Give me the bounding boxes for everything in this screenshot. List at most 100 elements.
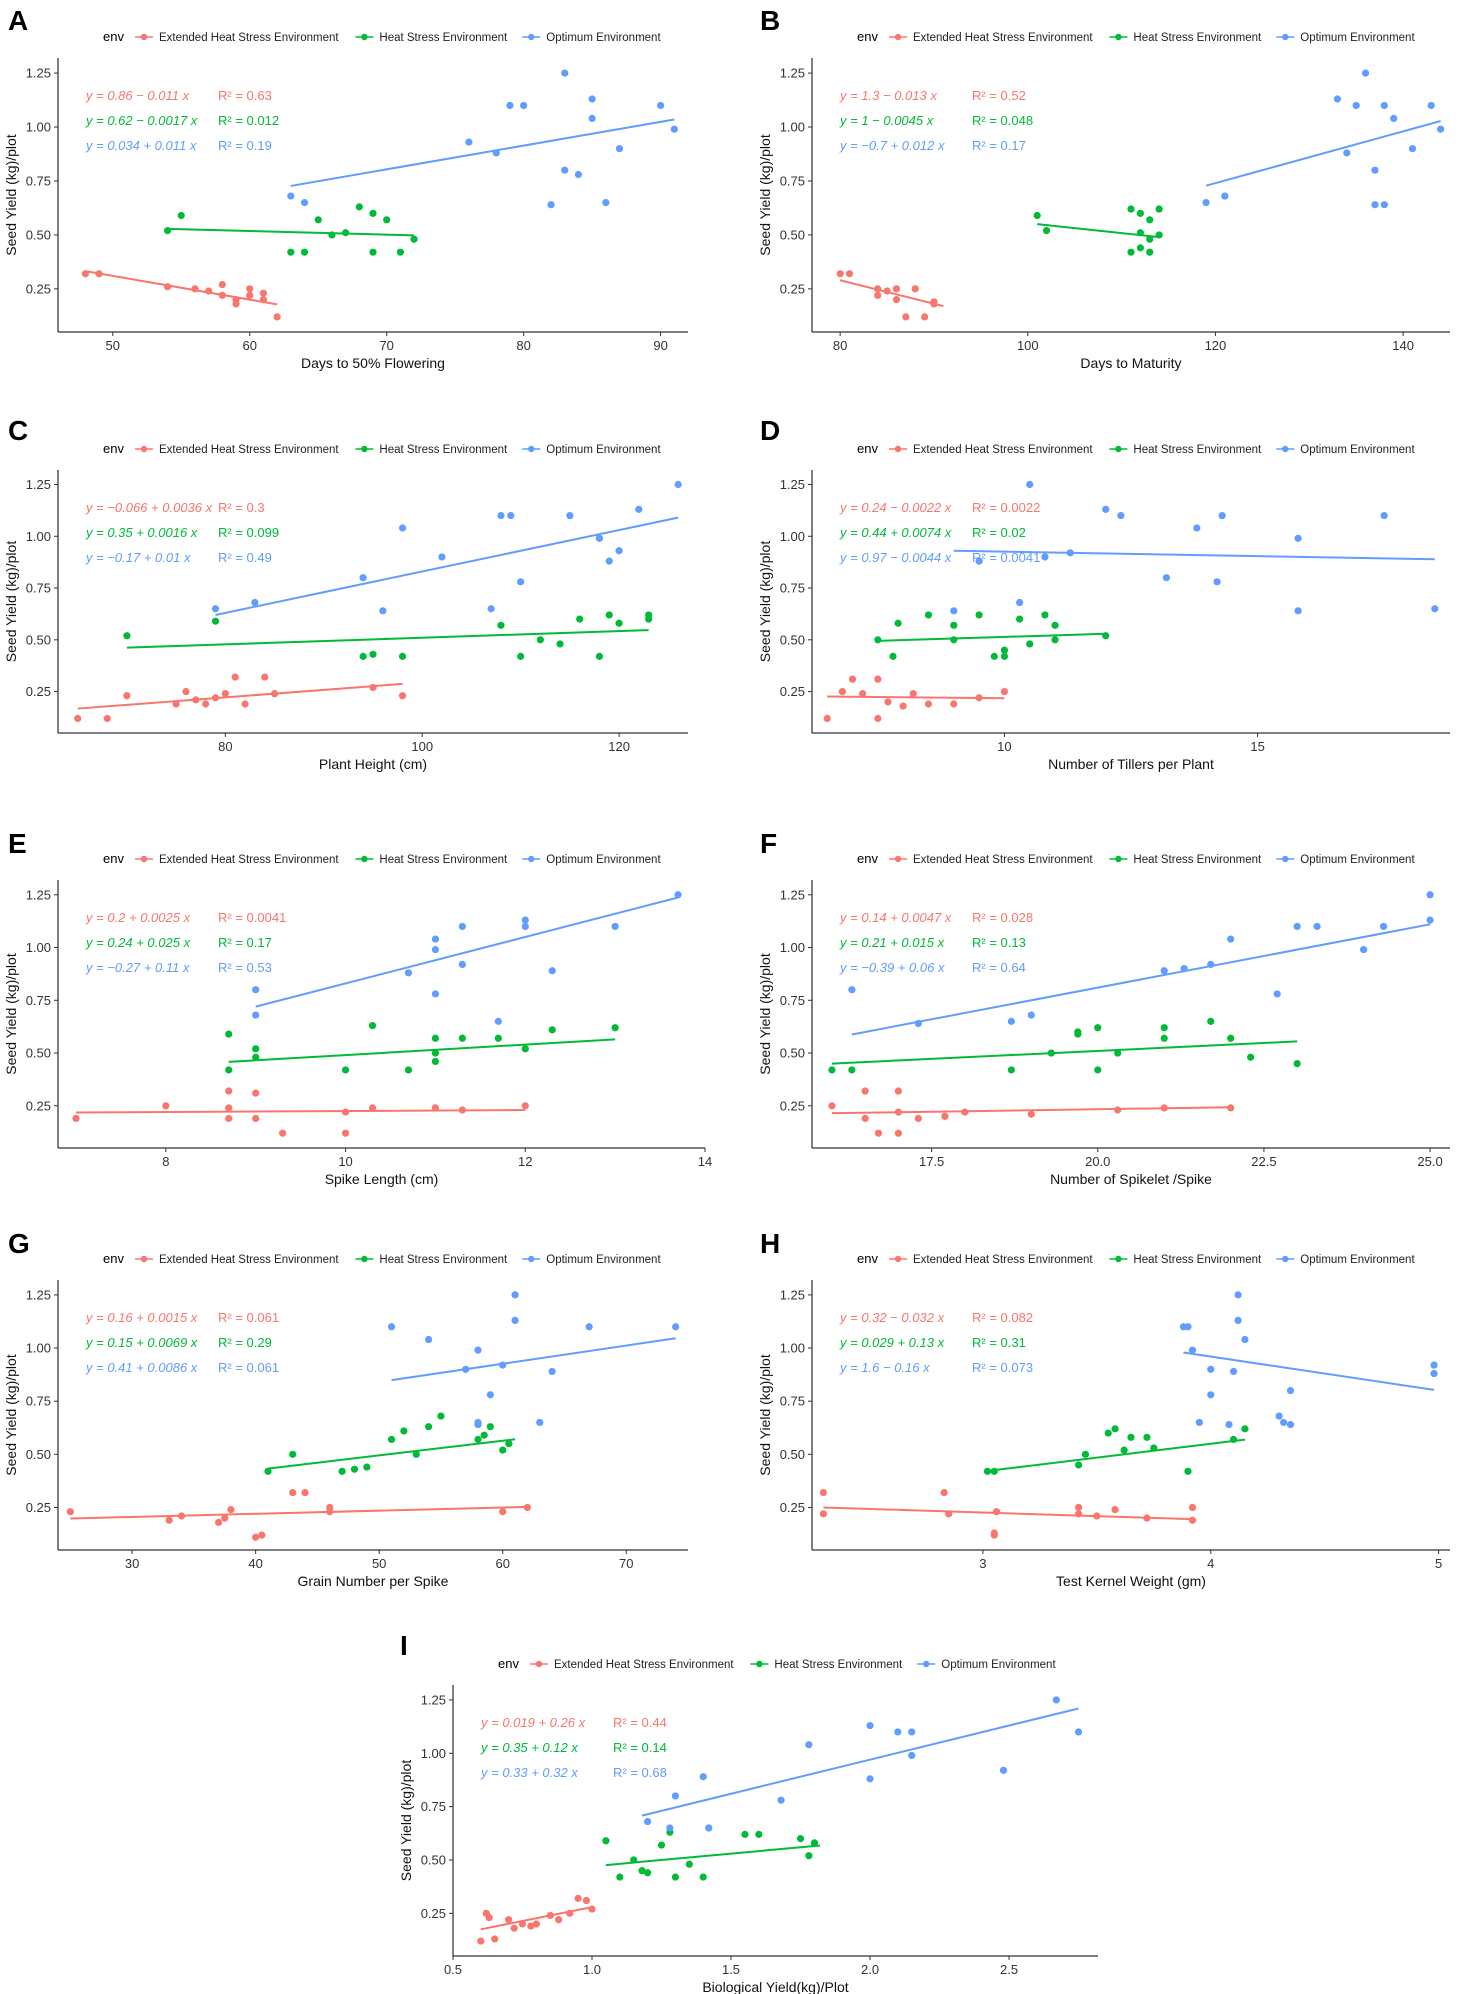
data-point [211, 694, 220, 702]
data-point [1143, 1514, 1151, 1522]
data-point [755, 1830, 763, 1838]
y-tick-label: 0.50 [26, 1046, 51, 1061]
legend-key-point [528, 33, 535, 41]
series-optimum-environment: y = 0.33 + 0.32 x R² = 0.68 [480, 1696, 1083, 1832]
y-tick-label: 0.50 [26, 1447, 51, 1462]
data-point [523, 1503, 532, 1512]
legend-title: env [103, 29, 124, 44]
y-axis-label: Seed Yield (kg)/plot [757, 541, 773, 663]
data-point [874, 285, 882, 293]
y-axis-label: Seed Yield (kg)/plot [3, 953, 19, 1075]
data-point [1051, 621, 1059, 629]
data-point [510, 1924, 518, 1932]
data-point [892, 296, 901, 304]
data-point [657, 1841, 666, 1849]
data-point [914, 1019, 922, 1028]
data-point [214, 1518, 223, 1526]
data-point [225, 1087, 233, 1095]
data-point [874, 675, 882, 683]
regression-line [391, 1337, 676, 1382]
x-axis-label: Days to 50% Flowering [301, 355, 445, 371]
data-point [338, 1467, 346, 1475]
data-point [536, 636, 544, 644]
regression-equation: y = 0.35 + 0.12 x [480, 1740, 578, 1755]
data-point [458, 1034, 466, 1042]
legend-key-point [894, 855, 902, 863]
y-tick-label: 1.25 [26, 887, 51, 902]
data-point [1241, 1425, 1249, 1433]
legend: env Extended Heat Stress Environment Heat … [857, 441, 1415, 456]
data-point [699, 1773, 707, 1781]
x-tick-label: 22.5 [1251, 1154, 1276, 1169]
series-optimum-environment: y = −0.39 + 0.06 x R² = 0.64 [839, 891, 1434, 1036]
legend-key-point [140, 1255, 148, 1263]
data-point [777, 1796, 785, 1804]
regression-equation: y = −0.7 + 0.012 x [839, 138, 945, 153]
data-point [1093, 1512, 1101, 1520]
x-tick-label: 12 [518, 1154, 532, 1169]
data-point [828, 1066, 836, 1074]
data-point [202, 700, 210, 708]
r-squared: R² = 0.0041 [972, 550, 1040, 565]
data-point [605, 611, 613, 619]
data-point [924, 700, 933, 708]
r-squared: R² = 0.099 [218, 525, 279, 540]
data-point [950, 636, 958, 644]
x-tick-label: 1.0 [583, 1962, 601, 1977]
x-axis-label: Number of Spikelet /Spike [1050, 1171, 1212, 1187]
regression-equation: y = 0.41 + 0.0086 x [85, 1360, 198, 1375]
data-point [1207, 1017, 1215, 1025]
data-point [1160, 967, 1168, 975]
legend-key-point [756, 1660, 763, 1668]
legend-key-point [361, 33, 368, 41]
data-point [74, 714, 82, 723]
x-tick-label: 80 [516, 338, 530, 353]
data-point [477, 1937, 485, 1945]
regression-equation: y = −0.066 + 0.0036 x [85, 500, 213, 515]
data-point [595, 652, 604, 660]
data-point [961, 1108, 969, 1116]
data-point [828, 1102, 836, 1110]
data-point [1430, 1369, 1438, 1378]
r-squared: R² = 0.49 [218, 550, 272, 565]
data-point [1136, 209, 1144, 217]
data-point [486, 1423, 494, 1431]
data-point [884, 698, 892, 706]
regression-line [823, 1506, 1193, 1521]
data-point [225, 1104, 233, 1112]
data-point [1104, 1429, 1112, 1437]
x-axis-label: Biological Yield(kg)/Plot [702, 1979, 848, 1994]
data-point [1102, 505, 1110, 513]
data-point [616, 1873, 624, 1881]
data-point [95, 270, 103, 278]
data-point [582, 1896, 591, 1905]
data-point [1136, 244, 1144, 252]
regression-line [255, 896, 679, 1008]
data-point [232, 300, 240, 308]
data-point [990, 1467, 998, 1475]
data-point [1027, 1011, 1035, 1019]
legend-key-point [923, 1660, 930, 1668]
data-point [1180, 965, 1188, 973]
data-point [465, 138, 473, 146]
data-point [289, 1488, 297, 1497]
data-point [823, 714, 831, 723]
data-point [990, 652, 998, 660]
data-point [1146, 216, 1154, 224]
data-point [480, 1431, 488, 1439]
regression-line [126, 629, 649, 649]
data-point [1120, 1446, 1128, 1454]
data-point [163, 226, 172, 235]
data-point [1042, 226, 1051, 235]
data-point [1431, 605, 1439, 613]
data-point [1000, 652, 1009, 660]
data-point [438, 553, 446, 561]
data-point [287, 192, 295, 200]
data-point [72, 1114, 80, 1123]
data-point [341, 1066, 350, 1074]
legend-label: Extended Heat Stress Environment [159, 444, 339, 456]
data-point [1114, 1106, 1122, 1114]
data-point [670, 125, 678, 133]
panel-letter: B [760, 5, 780, 36]
